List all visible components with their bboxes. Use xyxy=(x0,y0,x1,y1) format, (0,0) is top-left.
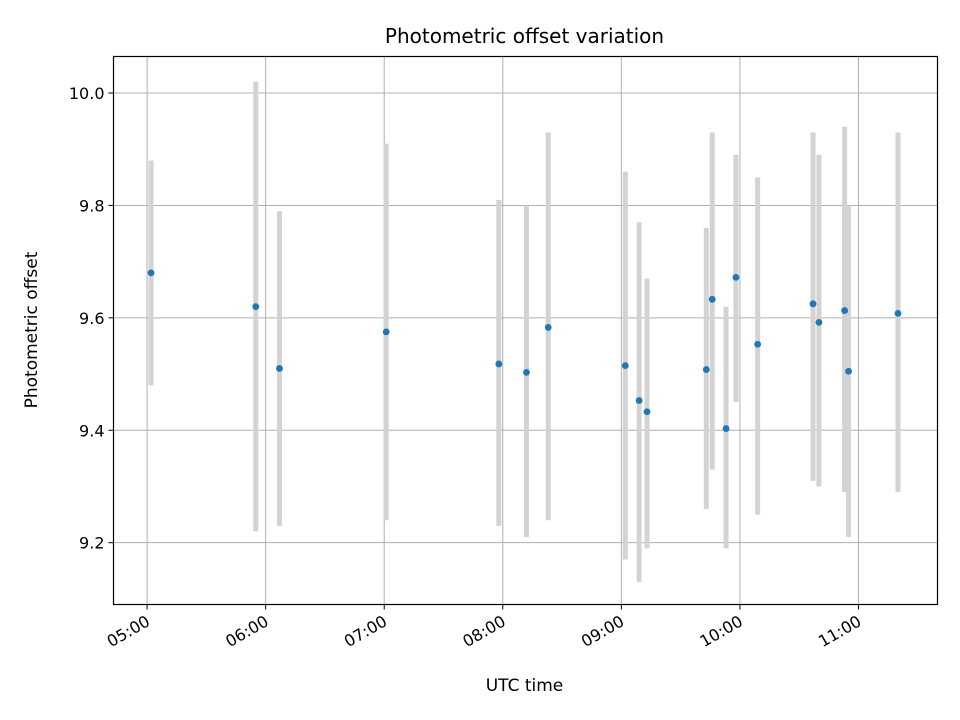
y-tick-label: 9.4 xyxy=(79,421,104,440)
y-tick-label: 10.0 xyxy=(69,84,105,103)
data-point xyxy=(621,362,629,370)
data-point xyxy=(635,397,643,404)
y-axis-label: Photometric offset xyxy=(22,251,42,408)
data-point xyxy=(643,408,651,416)
plot-area-frame xyxy=(112,55,939,606)
y-tick-label: 9.6 xyxy=(79,309,104,328)
data-point xyxy=(702,366,710,373)
data-point xyxy=(544,324,552,331)
x-tick-label: 06:00 xyxy=(222,612,271,652)
x-tick-label: 08:00 xyxy=(459,612,508,652)
y-tick-label: 9.8 xyxy=(79,196,104,215)
chart-title: Photometric offset variation xyxy=(385,24,664,48)
data-point xyxy=(708,295,716,303)
x-tick-label: 11:00 xyxy=(815,612,864,652)
data-point xyxy=(815,318,823,326)
x-tick-label: 10:00 xyxy=(696,612,745,652)
data-point xyxy=(147,269,155,277)
data-point xyxy=(495,360,503,368)
markers xyxy=(147,269,902,432)
data-point xyxy=(845,367,852,375)
x-tick-label: 07:00 xyxy=(341,612,390,652)
data-point xyxy=(754,340,762,348)
data-point xyxy=(809,300,817,308)
x-axis-label: UTC time xyxy=(486,676,564,696)
data-point xyxy=(722,425,730,432)
errorbars xyxy=(148,81,901,583)
x-tick-label: 05:00 xyxy=(104,612,153,652)
data-point xyxy=(841,307,849,314)
x-axis: 05:00 06:00 07:00 08:00 09:00 10:00 11:00 xyxy=(104,604,864,652)
data-point xyxy=(252,303,260,311)
data-point xyxy=(894,309,902,317)
y-axis: 9.2 9.4 9.6 9.8 10.0 xyxy=(69,84,114,553)
data-point xyxy=(382,328,390,336)
data-point xyxy=(523,368,530,376)
y-tick-label: 9.2 xyxy=(79,534,104,553)
data-point xyxy=(276,365,283,372)
data-point xyxy=(732,273,740,281)
x-tick-label: 09:00 xyxy=(578,612,627,652)
